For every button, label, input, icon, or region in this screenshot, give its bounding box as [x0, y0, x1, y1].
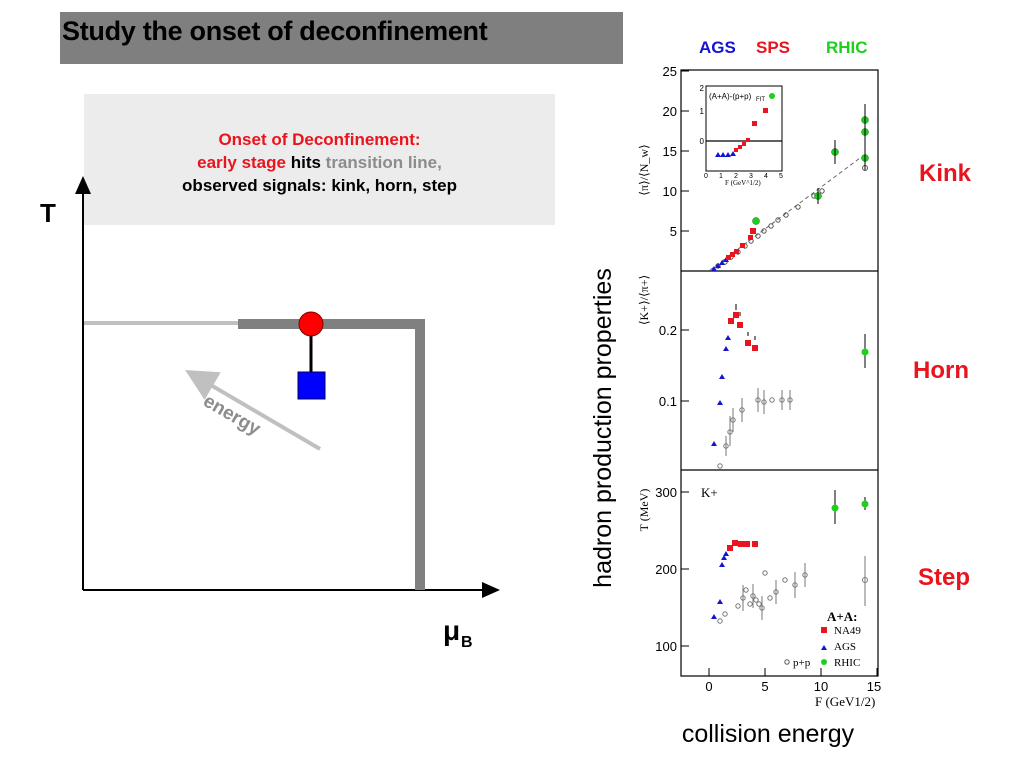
slope-xtick-15: 15 — [867, 679, 881, 694]
phase-diagram: energy T μ B — [40, 176, 500, 651]
kaon-ylabel: ⟨K+⟩/⟨π+⟩ — [637, 275, 651, 325]
pion-ytick-15: 15 — [663, 144, 677, 159]
mu-axis-subscript: B — [461, 634, 473, 651]
callout-line-1: Onset of Deconfinement: — [218, 130, 421, 149]
slope-xtick-0: 0 — [705, 679, 712, 694]
pion-ytick-20: 20 — [663, 104, 677, 119]
pion-ytick-25: 25 — [663, 64, 677, 79]
energy-arrow — [185, 369, 322, 451]
pion-error-bars — [817, 104, 866, 204]
kink-label: Kink — [919, 160, 972, 187]
pion-inset: (A+A)-(p+p) FIT F (GeV^1/2) 0 1 2 0 1 2 … — [700, 84, 784, 187]
callout-transition-line: transition line, — [325, 153, 442, 172]
step-label: Step — [918, 564, 970, 591]
callout-line-2: early stage hits transition line, — [84, 153, 555, 173]
pion-ytick-5: 5 — [670, 224, 677, 239]
inset-ytick-1: 1 — [700, 107, 705, 116]
slope-ytick-100: 100 — [655, 639, 677, 654]
slide-title: Study the onset of deconfinement — [62, 16, 488, 46]
slope-ytick-300: 300 — [655, 485, 677, 500]
kaon-sps-points — [728, 312, 758, 351]
inset-xtick-3: 3 — [749, 173, 753, 180]
slope-legend: A+A: NA49 AGS p+p RHIC — [784, 609, 861, 669]
kaon-pp-points — [717, 388, 793, 469]
kaon-ytick-0.1: 0.1 — [659, 394, 677, 409]
inset-xtick-2: 2 — [734, 173, 738, 180]
inset-label: (A+A)-(p+p) — [709, 92, 752, 101]
slope-ylabel: T (MeV) — [637, 489, 651, 532]
onset-point-circle — [298, 311, 324, 337]
inset-xtick-5: 5 — [779, 173, 783, 180]
panels-frame — [680, 69, 879, 677]
slope-legend-na49: NA49 — [834, 625, 861, 637]
inset-xtick-0: 0 — [704, 173, 708, 180]
title-bar — [60, 12, 623, 64]
inset-xtick-4: 4 — [764, 173, 768, 180]
pion-ags-points — [711, 257, 729, 271]
slope-xtick-5: 5 — [761, 679, 768, 694]
legend-ags: AGS — [699, 38, 736, 57]
inset-label-sub: FIT — [756, 97, 765, 103]
inset-ytick-0: 0 — [700, 137, 705, 146]
slope-panel: 300 200 100 T (MeV) K+ — [637, 485, 881, 709]
signals-figure: AGS SPS RHIC 5 10 15 20 25 ⟨π⟩/⟨N_w⟩ — [589, 38, 972, 748]
slope-ytick-200: 200 — [655, 562, 677, 577]
kaon-rhic-point — [861, 348, 869, 356]
kaon-ratio-panel: 0.2 0.1 ⟨K+⟩/⟨π+⟩ — [637, 275, 869, 469]
slope-pp-points — [717, 556, 868, 624]
horn-label: Horn — [913, 357, 969, 384]
inset-xlabel: F (GeV^1/2) — [725, 179, 761, 187]
kaon-ytick-0.2: 0.2 — [659, 323, 677, 338]
pion-panel: 5 10 15 20 25 ⟨π⟩/⟨N_w⟩ — [637, 64, 869, 271]
slope-legend-pp: p+p — [793, 657, 811, 669]
slope-legend-heading: A+A: — [827, 609, 858, 624]
slope-legend-ags: AGS — [834, 641, 856, 653]
slope-ags-points — [711, 551, 729, 619]
callout-hits: hits — [285, 153, 326, 172]
legend-rhic: RHIC — [826, 38, 868, 57]
slope-xtick-10: 10 — [814, 679, 828, 694]
inset-xtick-1: 1 — [719, 173, 723, 180]
pion-sps-points — [726, 228, 756, 260]
slope-annotation: K+ — [701, 485, 718, 500]
hadron-production-label: hadron production properties — [589, 268, 617, 588]
temperature-axis-label: T — [40, 198, 56, 228]
kaon-ags-points — [711, 335, 731, 446]
slope-legend-rhic: RHIC — [834, 657, 860, 669]
mu-axis-label: μ — [443, 615, 460, 646]
slope-rhic-points — [831, 500, 869, 512]
pion-ytick-10: 10 — [663, 184, 677, 199]
slope-xlabel: F (GeV1/2) — [815, 694, 875, 709]
legend-sps: SPS — [756, 38, 790, 57]
callout-box: Onset of Deconfinement: early stage hits… — [84, 94, 555, 225]
pion-ylabel: ⟨π⟩/⟨N_w⟩ — [637, 144, 651, 195]
early-stage-square — [297, 371, 326, 400]
transition-line — [238, 319, 425, 590]
slope-sps-points — [727, 540, 758, 551]
callout-early-stage: early stage — [197, 153, 286, 172]
inset-ytick-2: 2 — [700, 84, 705, 93]
collision-energy-label: collision energy — [682, 720, 855, 748]
callout-line-3: observed signals: kink, horn, step — [182, 176, 457, 195]
